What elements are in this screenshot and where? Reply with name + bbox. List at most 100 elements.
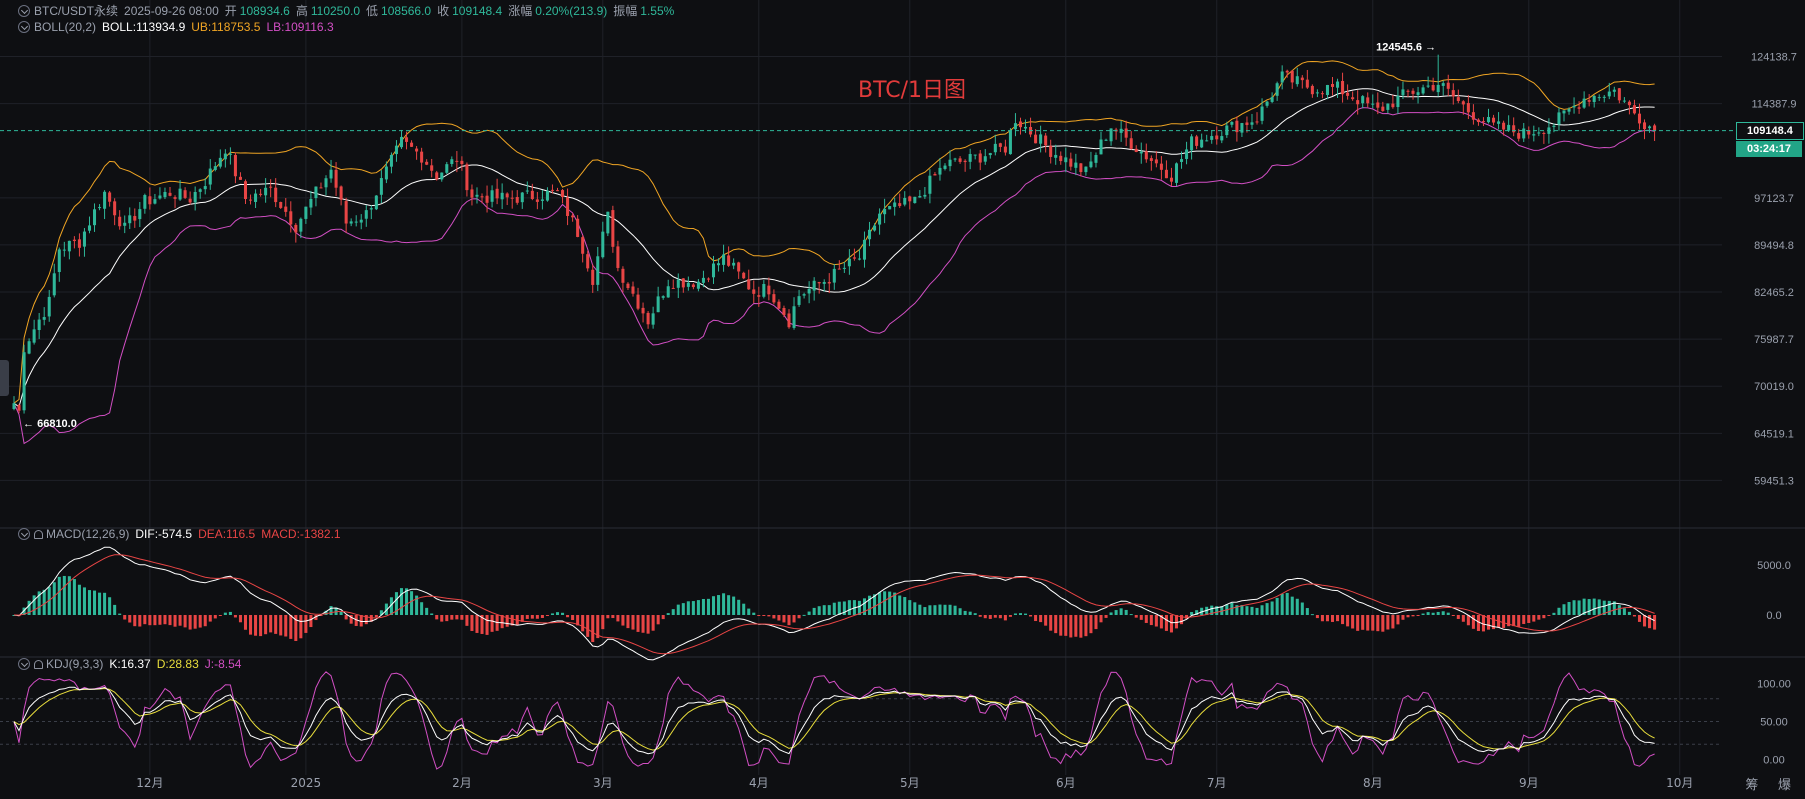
- macd-histogram-bar: [561, 612, 565, 615]
- kdj-j-line: [13, 671, 1655, 770]
- macd-histogram-bar: [1054, 615, 1058, 634]
- candle-body: [837, 268, 841, 270]
- collapse-chevron-icon[interactable]: [18, 658, 30, 670]
- macd-histogram-bar: [1527, 615, 1531, 623]
- macd-histogram-bar: [324, 610, 328, 615]
- macd-histogram-bar: [289, 615, 293, 639]
- bell-icon[interactable]: [34, 529, 43, 539]
- macd-histogram-bar: [983, 615, 987, 619]
- macd-histogram-bar: [42, 589, 46, 615]
- side-panel-handle[interactable]: [0, 360, 9, 396]
- macd-histogram-bar: [384, 603, 388, 615]
- candle-body: [717, 263, 721, 266]
- macd-histogram-bar: [1250, 606, 1254, 615]
- candle-body: [973, 154, 977, 156]
- collapse-chevron-icon[interactable]: [18, 21, 30, 33]
- candle-body: [113, 201, 117, 216]
- macd-histogram-bar: [284, 615, 288, 637]
- macd-histogram-bar: [1260, 605, 1264, 615]
- macd-histogram-bar: [918, 604, 922, 615]
- macd-histogram-bar: [1315, 615, 1319, 619]
- candle-body: [918, 195, 922, 198]
- candle-body: [666, 286, 670, 298]
- macd-histogram-bar: [364, 615, 368, 625]
- candle-body: [1149, 158, 1153, 161]
- macd-histogram-bar: [676, 604, 680, 615]
- corner-tools-label[interactable]: 筹 爆: [1745, 777, 1799, 792]
- bell-icon[interactable]: [34, 659, 43, 669]
- candle-body: [394, 145, 398, 155]
- macd-histogram-bar: [198, 615, 202, 628]
- macd-histogram-bar: [1159, 615, 1163, 629]
- candle-body: [1351, 97, 1355, 100]
- macd-histogram-bar: [399, 588, 404, 615]
- macd-histogram-bar: [87, 590, 92, 615]
- candle-body: [1255, 121, 1259, 123]
- macd-histogram-bar: [173, 615, 177, 627]
- candle-body: [1381, 106, 1385, 111]
- macd-name[interactable]: MACD(12,26,9): [46, 527, 130, 541]
- macd-histogram-bar: [1371, 615, 1375, 631]
- macd-histogram-bar: [1290, 596, 1294, 615]
- macd-histogram-bar: [963, 610, 967, 615]
- candle-body: [374, 195, 378, 210]
- candle-body: [93, 209, 97, 226]
- candle-body: [1235, 120, 1239, 133]
- macd-histogram-bar: [938, 604, 942, 615]
- candle-body: [495, 188, 499, 199]
- macd-histogram-bar: [93, 590, 97, 615]
- candle-body: [938, 167, 942, 175]
- candle-body: [555, 190, 560, 192]
- candle-body: [1089, 161, 1093, 168]
- candle-body: [1376, 102, 1380, 108]
- macd-histogram-bar: [389, 597, 393, 615]
- macd-histogram-bar: [988, 615, 992, 619]
- time-tick-label: 5月: [900, 776, 920, 790]
- macd-histogram-bar: [259, 615, 263, 637]
- boll-ub-label: UB:: [191, 20, 212, 34]
- candle-body: [480, 196, 484, 198]
- candle-body: [1164, 169, 1168, 179]
- macd-histogram-bar: [822, 605, 826, 615]
- price-tick-label: 97123.7: [1754, 193, 1794, 205]
- candle-body: [1572, 105, 1576, 108]
- macd-histogram-bar: [1169, 615, 1173, 633]
- candle-body: [1054, 154, 1058, 158]
- macd-histogram-bar: [913, 602, 917, 615]
- macd-histogram-bar: [873, 594, 877, 615]
- macd-histogram-bar: [943, 604, 947, 615]
- candle-body: [727, 255, 731, 266]
- candle-body: [1310, 85, 1314, 95]
- candle-body: [822, 281, 826, 284]
- candle-body: [1502, 122, 1506, 130]
- candle-body: [279, 202, 283, 208]
- collapse-chevron-icon[interactable]: [18, 4, 30, 17]
- macd-histogram-bar: [1547, 615, 1551, 616]
- macd-histogram-bar: [802, 614, 806, 616]
- candle-body: [299, 218, 303, 232]
- candle-body: [812, 280, 816, 291]
- macd-histogram-bar: [309, 615, 313, 628]
- candle-body: [1426, 85, 1430, 87]
- candle-body: [782, 307, 786, 316]
- macd-histogram-bar: [213, 615, 217, 619]
- macd-histogram-bar: [545, 615, 549, 616]
- candle-body: [772, 294, 776, 303]
- collapse-chevron-icon[interactable]: [18, 528, 30, 540]
- boll-name[interactable]: BOLL(20,2): [34, 20, 97, 34]
- candle-body: [893, 202, 897, 207]
- candle-body: [1627, 101, 1631, 106]
- candle-body: [1637, 113, 1641, 124]
- macd-histogram-bar: [1391, 615, 1395, 629]
- candle-body: [611, 210, 615, 247]
- macd-histogram-bar: [37, 591, 41, 615]
- macd-histogram-bar: [1587, 599, 1591, 615]
- kdj-name[interactable]: KDJ(9,3,3): [46, 657, 104, 671]
- macd-histogram-bar: [1411, 615, 1415, 617]
- candle-body: [646, 312, 650, 325]
- change-label: 涨幅: [508, 4, 533, 18]
- macd-histogram-bar: [1215, 606, 1219, 615]
- macd-histogram-bar: [958, 608, 962, 615]
